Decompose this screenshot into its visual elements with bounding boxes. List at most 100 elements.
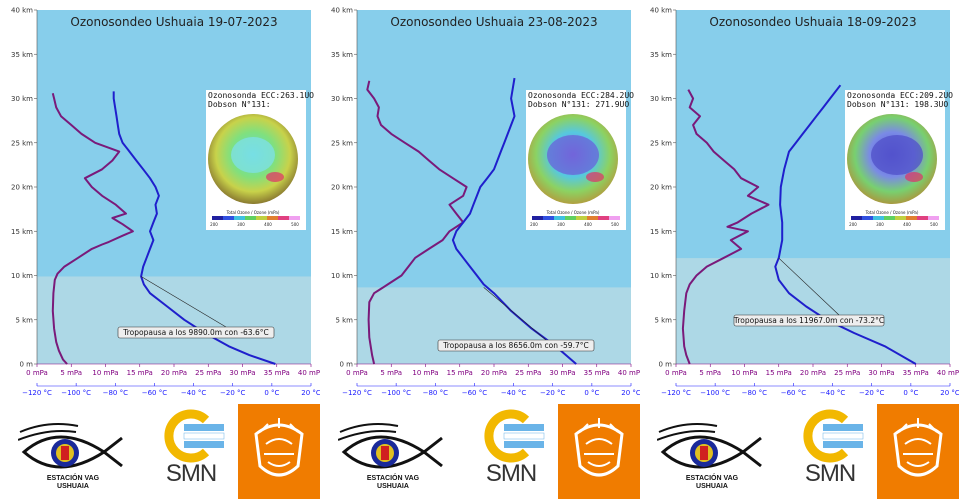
inset-colorbar: Total Ozone / Ozone (mPa) 200 300 400 500 [530, 210, 620, 227]
x-tick-label-temperature: 20 °C [621, 389, 640, 397]
inset-sonde-value: Ozonosonda ECC:284.2UO [528, 91, 634, 100]
x-tick-label-pressure: 15 mPa [127, 369, 153, 377]
x-tick-label-pressure: 0 mPa [26, 369, 48, 377]
ozone-profile-line [51, 92, 134, 365]
x-tick-label-temperature: −20 °C [540, 389, 565, 397]
x-tick-label-temperature: −80 °C [103, 389, 128, 397]
x-tick-label-pressure: 20 mPa [161, 369, 187, 377]
x-tick-label-pressure: 40 mPa [618, 369, 640, 377]
x-tick-label-temperature: −60 °C [781, 389, 806, 397]
vag-label-line1: ESTACIÓN VAG [685, 475, 739, 482]
ozone-hole [547, 135, 599, 175]
smn-label: SMN [485, 460, 537, 487]
x-tick-label-pressure: 10 mPa [731, 369, 757, 377]
y-tick-label: 25 km [11, 139, 33, 147]
inset-dobson-value: Dobson N°131: [208, 100, 271, 109]
y-tick-label: 35 km [331, 51, 353, 59]
province-crest-logo [877, 404, 959, 499]
tropopause-annotation: Tropopausa a los 11967.0m con -73.2°C [733, 257, 885, 327]
vag-eye-logo [657, 423, 762, 469]
smn-label: SMN [165, 460, 217, 487]
colorbar-step [906, 216, 917, 220]
vag-eye-logo [338, 423, 443, 469]
colorbar-tick: 200 [210, 222, 218, 227]
inset-colorbar: Total Ozone / Ozone (mPa) 200 300 400 500 [210, 210, 300, 227]
tropopause-annotation: Tropopausa a los 9890.0m con -63.6°C [117, 276, 275, 339]
x-tick-label-temperature: −20 °C [859, 389, 884, 397]
colorbar-step [576, 216, 587, 220]
tropopause-label: Tropopausa a los 9890.0m con -63.6°C [122, 328, 268, 337]
y-tick-label: 40 km [650, 7, 672, 15]
y-tick-label: 5 km [654, 316, 672, 324]
logo-group-2: ESTACIÓN VAG USHUAIA SMN [320, 400, 640, 499]
x-tick-label-temperature: 20 °C [301, 389, 320, 397]
colorbar-step [862, 216, 873, 220]
inset-dobson-value: Dobson N°131: 271.9UO [528, 100, 629, 109]
tropopause-label: Tropopausa a los 11967.0m con -73.2°C [733, 316, 884, 325]
colorbar-step [234, 216, 245, 220]
smn-logo-mark [164, 409, 225, 463]
colorbar-tick: 200 [530, 222, 538, 227]
x-tick-label-pressure: 10 mPa [92, 369, 118, 377]
colorbar-step [851, 216, 862, 220]
x-tick-label-pressure: 35 mPa [264, 369, 290, 377]
x-tick-label-pressure: 20 mPa [800, 369, 826, 377]
colorbar-step [554, 216, 565, 220]
ozone-profile-line [681, 89, 770, 365]
x-tick-label-pressure: 40 mPa [298, 369, 320, 377]
province-crest-logo [558, 404, 640, 499]
colorbar-title: Total Ozone / Ozone (mPa) [865, 210, 919, 215]
x-tick-label-pressure: 25 mPa [834, 369, 860, 377]
y-tick-label: 5 km [335, 316, 353, 324]
troposphere-band [357, 287, 631, 364]
x-tick-label-pressure: 0 mPa [665, 369, 687, 377]
x-tick-label-pressure: 40 mPa [937, 369, 959, 377]
colorbar-tick: 500 [930, 222, 938, 227]
x-tick-label-temperature: 0 °C [264, 389, 279, 397]
ozone-high-spot [586, 172, 604, 182]
y-tick-label: 15 km [331, 228, 353, 236]
x-tick-label-temperature: 20 °C [940, 389, 959, 397]
colorbar-tick: 300 [557, 222, 565, 227]
x-tick-label-temperature: −120 °C [661, 389, 691, 397]
x-tick-label-temperature: −80 °C [423, 389, 448, 397]
colorbar-step [609, 216, 620, 220]
colorbar-tick: 500 [611, 222, 619, 227]
x-tick-label-pressure: 25 mPa [515, 369, 541, 377]
colorbar-tick: 400 [903, 222, 911, 227]
x-tick-label-temperature: −60 °C [462, 389, 487, 397]
y-tick-label: 20 km [11, 184, 33, 192]
x-tick-label-temperature: −40 °C [501, 389, 526, 397]
x-tick-label-pressure: 35 mPa [584, 369, 610, 377]
logo-group-1: ESTACIÓN VAG USHUAIA SMN [0, 400, 320, 499]
colorbar-title: Total Ozone / Ozone (mPa) [226, 210, 280, 215]
colorbar-step [565, 216, 576, 220]
ozone-profile-line [366, 80, 468, 365]
y-tick-label: 20 km [331, 184, 353, 192]
y-tick-label: 10 km [331, 272, 353, 280]
chart-title: Ozonosondeo Ushuaia 23-08-2023 [390, 15, 597, 29]
colorbar-tick: 500 [291, 222, 299, 227]
chart-svg: Ozonosondeo Ushuaia 23-08-2023 0 m 5 km 10 … [331, 7, 640, 398]
vag-label: ESTACIÓN VAG USHUAIA [657, 475, 767, 491]
tropopause-annotation: Tropopausa a los 8656.0m con -59.7°C [437, 287, 595, 352]
tropopause-box [733, 314, 885, 327]
troposphere-band [37, 276, 311, 364]
vag-eye-logo [18, 423, 123, 469]
y-tick-label: 5 km [15, 316, 33, 324]
inset-sonde-value: Ozonosonda ECC:209.2UO [847, 91, 953, 100]
x-tick-label-pressure: 5 mPa [380, 369, 402, 377]
colorbar-step [212, 216, 223, 220]
inset-sonde-value: Ozonosonda ECC:263.1UO [208, 91, 314, 100]
colorbar-step [289, 216, 300, 220]
smn-logo-mark [484, 409, 545, 463]
y-tick-label: 25 km [331, 139, 353, 147]
tropopause-box [117, 326, 275, 339]
colorbar-step [223, 216, 234, 220]
colorbar-step [917, 216, 928, 220]
crest-emblem [893, 418, 943, 477]
chart-svg: Ozonosondeo Ushuaia 19-07-2023 0 m 5 km 10 … [11, 7, 320, 398]
